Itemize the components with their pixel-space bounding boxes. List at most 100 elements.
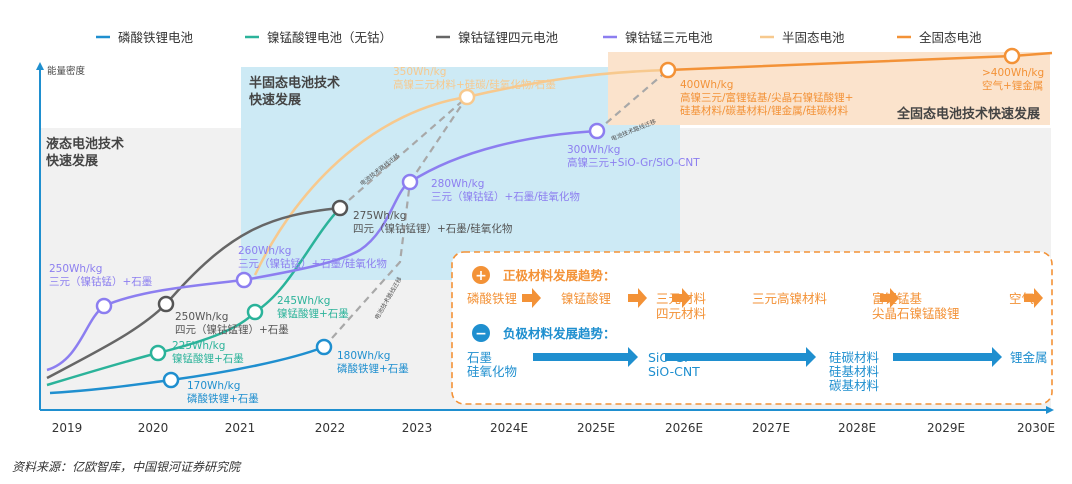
anode-material: SiO-CNT — [648, 364, 700, 379]
anode-material: 硅氧化物 — [467, 364, 517, 379]
arrow-right-icon — [522, 288, 541, 308]
node-solid-400plus — [1003, 47, 1021, 65]
legend: 磷酸铁锂电池 镍锰酸锂电池（无钴） 镍钴锰锂四元电池 镍钴锰三元电池 半固态电池… — [96, 30, 982, 45]
label-material: 磷酸铁锂+石墨 — [187, 392, 259, 405]
label-material: 磷酸铁锂+石墨 — [337, 362, 409, 375]
plus-icon — [472, 266, 490, 284]
legend-ncma: 镍钴锰锂四元电池 — [458, 30, 559, 45]
semi-region-title-1: 半固态电池技术 — [249, 75, 340, 91]
year-tick-label: 2027E — [752, 421, 790, 435]
node-ncm-250 — [95, 297, 113, 315]
arrow-right-icon — [880, 288, 899, 308]
arrow-right-icon — [533, 347, 638, 367]
label-material: 镍锰酸锂+石墨 — [172, 352, 244, 365]
year-tick-label: 2028E — [838, 421, 876, 435]
cathode-material: 四元材料 — [656, 306, 707, 321]
label-material-2: 硅基材料/碳基材料/锂金属/硅碳材料 — [680, 104, 849, 117]
cathode-material: 三元高镍材料 — [752, 291, 828, 306]
minus-icon — [472, 324, 490, 342]
node-solid-400 — [659, 61, 677, 79]
cathode-material: 镍锰酸锂 — [561, 291, 611, 306]
nodes — [95, 47, 1021, 389]
year-tick-label: 2030E — [1017, 421, 1055, 435]
migration-lines — [323, 69, 669, 348]
year-tick-label: 2029E — [927, 421, 965, 435]
label-value: >400Wh/kg — [982, 67, 1044, 79]
label-material: 高镍三元+SiO-Gr/SiO-CNT — [567, 156, 700, 169]
legend-semi-solid: 半固态电池 — [782, 30, 845, 45]
legend-lnmo: 镍锰酸锂电池（无钴） — [267, 30, 392, 45]
cathode-material: 富锂锰基 — [872, 291, 923, 306]
label-value: 350Wh/kg — [393, 66, 446, 78]
cathode-material: 尖晶石镍锰酸锂 — [872, 306, 960, 321]
plus-icon-glyph: + — [475, 268, 487, 284]
node-lnmo-225 — [149, 344, 167, 362]
label-material: 高镍三元/富锂锰基/尖晶石镍锰酸锂+ — [680, 91, 853, 104]
label-value: 225Wh/kg — [172, 340, 225, 352]
liquid-region-title-2: 快速发展 — [46, 153, 99, 169]
label-material: 三元（镍钴锰）+石墨/硅氧化物 — [238, 257, 387, 270]
label-material: 四元（镍钴锰锂）+石墨 — [175, 323, 289, 336]
cathode-material: 磷酸铁锂 — [467, 291, 517, 306]
arrow-right-icon — [672, 288, 691, 308]
label-value: 245Wh/kg — [277, 295, 330, 307]
arrow-right-icon — [665, 347, 816, 367]
legend-ncm: 镍钴锰三元电池 — [625, 30, 713, 45]
node-ncm-300 — [588, 122, 606, 140]
ncma-curve — [46, 206, 341, 380]
node-lfp-170 — [162, 371, 180, 389]
anode-title: 负极材料发展趋势： — [503, 326, 616, 341]
semi-region-title-2: 快速发展 — [249, 92, 302, 108]
year-tick-label: 2025E — [577, 421, 615, 435]
arrow-right-icon — [628, 288, 647, 308]
year-tick-label: 2024E — [490, 421, 528, 435]
label-value: 300Wh/kg — [567, 144, 620, 156]
label-value: 180Wh/kg — [337, 350, 390, 362]
year-tick-label: 2023 — [402, 421, 433, 435]
year-tick-label: 2021 — [225, 421, 256, 435]
node-semi-350 — [458, 88, 476, 106]
cathode-material: 空气 — [1009, 291, 1035, 306]
legend-solid: 全固态电池 — [919, 30, 982, 45]
solid-region-title: 全固态电池技术快速发展 — [896, 106, 1041, 122]
label-material: 空气+锂金属 — [982, 79, 1043, 92]
source-note: 资料来源：亿欧智库，中国银河证券研究院 — [12, 460, 241, 474]
year-tick-label: 2020 — [138, 421, 169, 435]
label-value: 275Wh/kg — [353, 210, 406, 222]
arrow-right-icon — [893, 347, 1002, 367]
legend-lfp: 磷酸铁锂电池 — [118, 30, 194, 45]
x-axis-ticks: 2019 2020 2021 2022 2023 2024E 2025E 2026E 2027E… — [52, 421, 1055, 435]
node-ncm-260 — [235, 271, 253, 289]
y-axis-label: 能量密度 — [47, 65, 86, 77]
label-value: 250Wh/kg — [49, 263, 102, 275]
label-value: 280Wh/kg — [431, 178, 484, 190]
liquid-region-title-1: 液态电池技术 — [46, 136, 124, 152]
node-ncm-280 — [401, 173, 419, 191]
label-material: 四元（镍钴锰锂）+石墨/硅氧化物 — [353, 222, 512, 235]
label-material: 三元（镍钴锰）+石墨/硅氧化物 — [431, 190, 580, 203]
year-tick-label: 2019 — [52, 421, 83, 435]
lnmo-curve — [46, 207, 341, 387]
anode-material: 锂金属 — [1010, 350, 1048, 365]
year-tick-label: 2026E — [665, 421, 703, 435]
label-value: 170Wh/kg — [187, 380, 240, 392]
anode-material: 硅基材料 — [829, 364, 880, 379]
node-ncma-250 — [157, 295, 175, 313]
cathode-trend: 磷酸铁锂镍锰酸锂三元材料四元材料三元高镍材料富锂锰基尖晶石镍锰酸锂空气 — [467, 288, 1043, 321]
node-lfp-180 — [315, 338, 333, 356]
anode-material: 石墨 — [467, 350, 492, 365]
node-ncma-275 — [331, 199, 349, 217]
node-lnmo-245 — [246, 303, 264, 321]
anode-material: 硅碳材料 — [829, 350, 880, 365]
label-material: 镍锰酸锂+石墨 — [277, 307, 349, 320]
label-material: 三元（镍钴锰）+石墨 — [49, 275, 152, 288]
label-value: 260Wh/kg — [238, 245, 291, 257]
anode-material: 碳基材料 — [829, 378, 880, 393]
label-material: 高镍三元材料+硅碳/硅氧化物/石墨 — [393, 78, 556, 91]
minus-icon-glyph: − — [475, 326, 487, 342]
material-trends-box — [451, 251, 1053, 405]
label-value: 400Wh/kg — [680, 79, 733, 91]
